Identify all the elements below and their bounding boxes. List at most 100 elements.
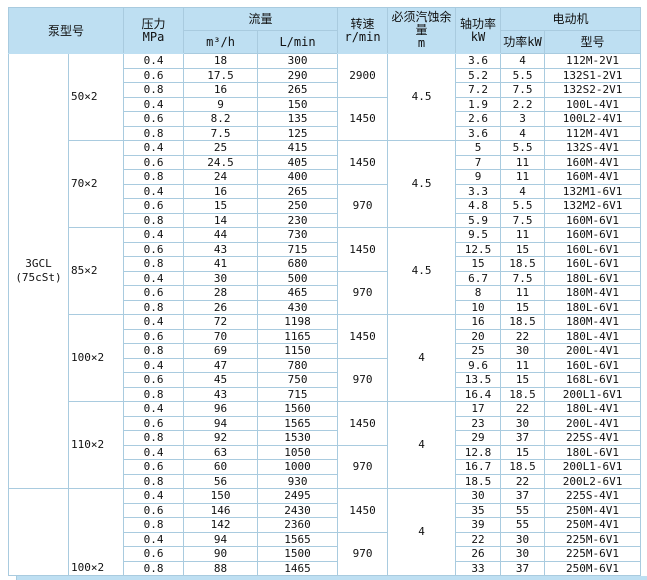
motor-power-cell: 22 [500,473,546,489]
pressure-cell: 0.4 [123,488,185,504]
motor-model-cell: 112M-4V1 [544,125,642,141]
flow-lmin-cell: 1150 [257,343,339,359]
flow-lmin-cell: 465 [257,285,339,301]
table-row: 0.6 90 1500 26 30 225M-6V1 [9,546,642,562]
shaft-power-cell: 3.3 [455,183,502,199]
speed-cell: 970 [337,357,389,402]
speed-cell: 970 [337,270,389,315]
pressure-cell: 0.8 [123,517,185,533]
flow-lmin-cell: 715 [257,386,339,402]
flow-m3h-cell: 92 [183,430,259,446]
flow-lmin-cell: 730 [257,227,339,243]
flow-m3h-cell: 45 [183,372,259,388]
shaft-power-cell: 7 [455,154,502,170]
header-shaft-power: 轴功率 kW [455,7,502,54]
motor-power-cell: 7.5 [500,270,546,286]
motor-model-cell: 225S-4V1 [544,488,642,504]
pressure-cell: 0.6 [123,372,185,388]
motor-model-cell: 112M-2V1 [544,53,642,69]
motor-model-cell: 160M-4V1 [544,169,642,185]
motor-model-cell: 180L-4V1 [544,328,642,344]
header-pressure-label: 压力 [141,16,166,31]
motor-power-cell: 15 [500,241,546,257]
motor-power-cell: 7.5 [500,82,546,98]
table-row: 0.8 56 930 18.5 22 200L2-6V1 [9,473,642,489]
shaft-power-cell: 35 [455,502,502,518]
header-shaft-power-unit: kW [470,29,486,44]
flow-m3h-cell: 16 [183,82,259,98]
flow-lmin-cell: 930 [257,473,339,489]
flow-m3h-cell: 24 [183,169,259,185]
shaft-power-cell: 18.5 [455,473,502,489]
flow-m3h-cell: 43 [183,241,259,257]
flow-lmin-cell: 1000 [257,459,339,475]
table-row: 0.8 16 265 7.2 7.5 132S2-2V1 [9,82,642,98]
pressure-cell: 0.4 [123,96,185,112]
header-npsh-label-1: 必须汽蚀余 [391,10,452,24]
flow-lmin-cell: 405 [257,154,339,170]
motor-model-cell: 132M1-6V1 [544,183,642,199]
flow-lmin-cell: 715 [257,241,339,257]
motor-model-cell: 225S-4V1 [544,430,642,446]
flow-m3h-cell: 26 [183,299,259,315]
motor-model-cell: 225M-6V1 [544,546,642,562]
pump-model-text: 3GCL [25,257,52,270]
header-motor-model: 型号 [544,30,642,54]
table-row: 0.8 88 1465 33 37 250M-6V1 [9,560,642,576]
pressure-cell: 0.4 [123,314,185,330]
shaft-power-cell: 9 [455,169,502,185]
pressure-cell: 0.8 [123,386,185,402]
flow-lmin-cell: 290 [257,67,339,83]
motor-power-cell: 11 [500,227,546,243]
table-row: 110×2 0.4 96 1560 1450 4 17 22 180L-4V1 [9,401,642,489]
pump-model-cell [8,488,69,576]
motor-power-cell: 11 [500,357,546,373]
flow-m3h-cell: 41 [183,256,259,272]
flow-lmin-cell: 1165 [257,328,339,344]
motor-model-cell: 200L-4V1 [544,415,642,431]
header-flow-m3h: m³/h [183,30,259,54]
flow-lmin-cell: 1560 [257,401,339,417]
pressure-cell: 0.4 [123,183,185,199]
motor-model-cell: 180L-6V1 [544,299,642,315]
speed-cell: 1450 [337,488,389,533]
header-speed-unit: r/min [344,29,381,44]
pressure-cell: 0.8 [123,169,185,185]
header-pump-model-label: 泵型号 [48,23,85,38]
motor-model-cell: 160L-6V1 [544,357,642,373]
shaft-power-cell: 20 [455,328,502,344]
table-row: 0.8 14 230 5.9 7.5 160M-6V1 [9,212,642,228]
motor-model-cell: 180L-6V1 [544,444,642,460]
shaft-power-cell: 12.5 [455,241,502,257]
pressure-cell: 0.4 [123,140,185,156]
flow-lmin-cell: 135 [257,111,339,127]
motor-power-cell: 18.5 [500,459,546,475]
motor-power-cell: 30 [500,343,546,359]
shaft-power-cell: 3.6 [455,53,502,69]
motor-power-cell: 55 [500,502,546,518]
pressure-cell: 0.4 [123,357,185,373]
flow-m3h-cell: 25 [183,140,259,156]
table-row: 0.6 8.2 135 2.6 3 100L2-4V1 [9,111,642,127]
flow-m3h-cell: 96 [183,401,259,417]
pressure-cell: 0.6 [123,502,185,518]
shaft-power-cell: 4.8 [455,198,502,214]
table-row: 0.6 15 250 4.8 5.5 132M2-6V1 [9,198,642,214]
flow-m3h-cell: 60 [183,459,259,475]
motor-power-cell: 15 [500,299,546,315]
header-motor-label: 电动机 [552,12,589,26]
motor-power-cell: 55 [500,517,546,533]
motor-model-cell: 200L2-6V1 [544,473,642,489]
pressure-cell: 0.8 [123,299,185,315]
table-row: 85×2 0.4 44 730 1450 4.5 9.5 11 160M-6V1 [9,227,642,315]
table-row: 0.8 24 400 9 11 160M-4V1 [9,169,642,185]
flow-lmin-cell: 250 [257,198,339,214]
motor-power-cell: 22 [500,401,546,417]
pressure-cell: 0.6 [123,154,185,170]
motor-power-cell: 11 [500,285,546,301]
header-flow: 流量 [183,7,339,31]
table-row: 0.6 60 1000 16.7 18.5 200L1-6V1 [9,459,642,475]
shaft-power-cell: 13.5 [455,372,502,388]
shaft-power-cell: 17 [455,401,502,417]
